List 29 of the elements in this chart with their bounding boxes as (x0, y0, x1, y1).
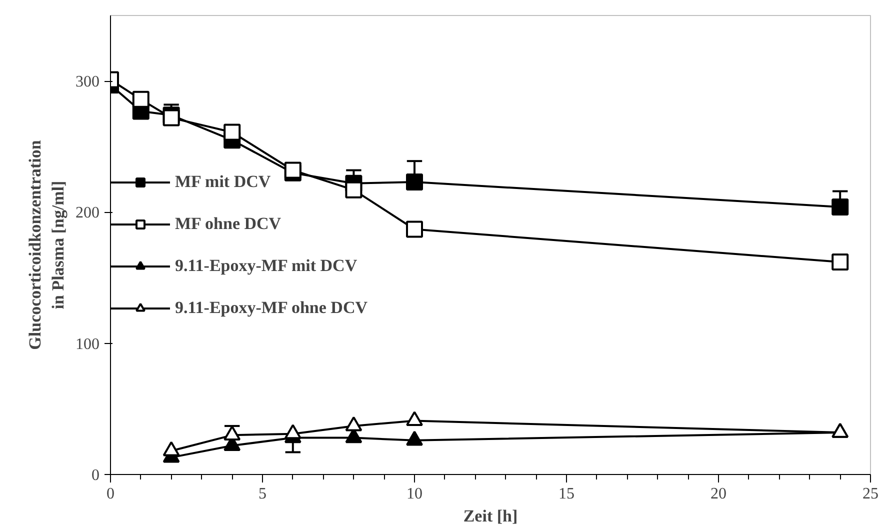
x-tick-label: 0 (106, 486, 114, 502)
x-tick-label: 20 (710, 486, 726, 502)
x-tick-label: 15 (558, 486, 574, 502)
point (345, 181, 362, 198)
point (284, 424, 302, 440)
x-tick-label: 25 (862, 486, 878, 502)
legend-label: 9.11-Epoxy-MF mit DCV (175, 256, 358, 276)
point (224, 425, 241, 440)
x-tick-label: 5 (258, 486, 266, 502)
y-tick-label: 0 (92, 467, 100, 484)
x-axis-title: Zeit [h] (463, 506, 518, 526)
point (832, 254, 849, 271)
point (162, 441, 180, 456)
legend-label: 9.11-Epoxy-MF ohne DCV (175, 298, 368, 318)
point (132, 90, 150, 108)
legend-label: MF ohne DCV (175, 214, 282, 234)
x-tick-label: 10 (406, 486, 422, 502)
point (832, 198, 849, 216)
point (406, 411, 423, 426)
legend-label: MF mit DCV (175, 172, 271, 192)
point (406, 430, 423, 446)
point (406, 174, 423, 191)
point (406, 220, 423, 238)
point (224, 124, 241, 141)
y-axis-title: Glucocorticoidkonzentration in Plasma [ng/ml] (26, 140, 68, 350)
y-tick-label: 300 (76, 74, 100, 91)
y-tick-label: 200 (76, 204, 100, 222)
point (345, 416, 362, 432)
y-tick-label: 100 (76, 336, 100, 353)
